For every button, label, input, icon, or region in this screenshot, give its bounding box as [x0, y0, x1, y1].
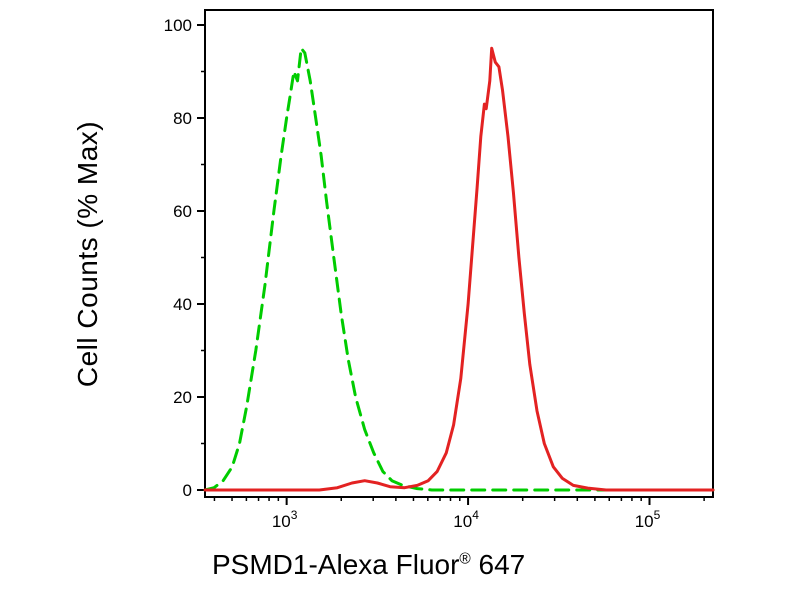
green-dashed-control-curve: [203, 46, 715, 492]
y-tick-label: 0: [183, 481, 192, 500]
x-axis-title-suffix: 647: [470, 549, 526, 580]
red-solid-psmd1-curve: [203, 46, 715, 492]
y-tick-label: 20: [173, 388, 192, 407]
x-axis-title-main: PSMD1-Alexa Fluor: [212, 549, 460, 580]
plot-frame: [204, 9, 714, 498]
x-axis-title: PSMD1-Alexa Fluor® 647: [212, 549, 525, 581]
x-tick-label: 105: [635, 508, 661, 531]
x-tick-label: 104: [453, 508, 479, 531]
x-tick-label: 103: [272, 508, 298, 531]
y-tick-label: 40: [173, 295, 192, 314]
y-tick-label: 80: [173, 109, 192, 128]
y-axis-title: Cell Counts (% Max): [72, 120, 103, 388]
y-tick-label: 60: [173, 202, 192, 221]
y-tick-label: 100: [164, 16, 192, 35]
registered-trademark-icon: ®: [459, 550, 471, 568]
